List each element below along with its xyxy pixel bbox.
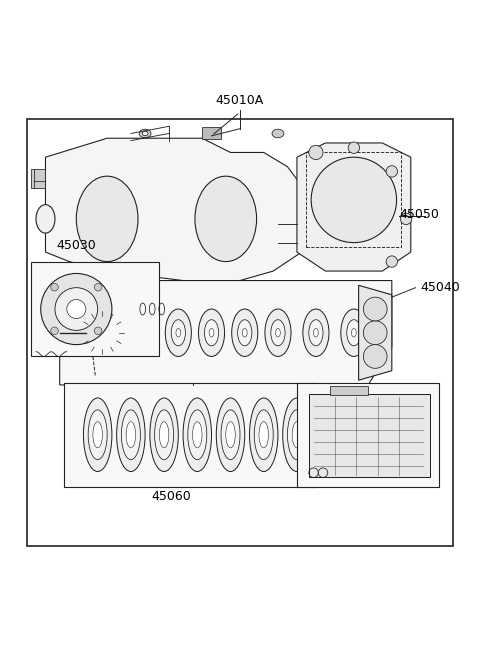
Ellipse shape (265, 309, 291, 356)
Circle shape (386, 256, 397, 267)
Ellipse shape (139, 129, 151, 138)
Ellipse shape (283, 398, 311, 472)
Ellipse shape (76, 176, 138, 262)
Ellipse shape (150, 398, 179, 472)
Text: 45040: 45040 (420, 281, 460, 294)
Circle shape (51, 283, 58, 291)
Circle shape (41, 274, 112, 344)
Bar (31, 262, 159, 356)
Text: 45050: 45050 (399, 208, 439, 220)
Bar (304, 425, 313, 444)
Ellipse shape (204, 319, 219, 346)
Circle shape (400, 213, 412, 224)
Ellipse shape (126, 422, 136, 448)
Text: 45030: 45030 (57, 239, 96, 252)
Ellipse shape (93, 422, 102, 448)
Bar (202, 127, 221, 139)
Circle shape (309, 146, 323, 159)
Polygon shape (297, 143, 411, 271)
Bar (306, 152, 401, 247)
Ellipse shape (271, 319, 285, 346)
Ellipse shape (192, 422, 202, 448)
Bar (64, 382, 316, 487)
Ellipse shape (199, 309, 225, 356)
Ellipse shape (121, 410, 140, 460)
Polygon shape (359, 285, 392, 380)
Bar (31, 169, 46, 188)
Ellipse shape (195, 176, 257, 262)
Circle shape (55, 288, 97, 331)
Ellipse shape (176, 329, 180, 337)
Circle shape (386, 166, 397, 177)
Ellipse shape (171, 319, 185, 346)
Circle shape (363, 297, 387, 321)
Circle shape (67, 300, 86, 319)
Ellipse shape (276, 329, 280, 337)
Ellipse shape (242, 329, 247, 337)
Ellipse shape (216, 398, 245, 472)
Ellipse shape (292, 422, 301, 448)
Text: 45060: 45060 (151, 490, 191, 503)
Circle shape (95, 283, 102, 291)
Ellipse shape (347, 319, 361, 346)
Ellipse shape (309, 319, 323, 346)
Ellipse shape (259, 422, 268, 448)
Ellipse shape (226, 422, 235, 448)
Bar (309, 394, 430, 478)
Ellipse shape (84, 398, 112, 472)
Ellipse shape (159, 422, 169, 448)
Ellipse shape (183, 398, 212, 472)
Ellipse shape (132, 309, 158, 356)
Ellipse shape (288, 410, 306, 460)
Ellipse shape (221, 410, 240, 460)
Ellipse shape (351, 329, 356, 337)
Circle shape (95, 327, 102, 335)
Ellipse shape (142, 131, 148, 136)
Ellipse shape (88, 410, 107, 460)
Ellipse shape (272, 129, 284, 138)
Text: 45010A: 45010A (216, 94, 264, 108)
Ellipse shape (138, 319, 152, 346)
Ellipse shape (143, 329, 147, 337)
Ellipse shape (254, 410, 273, 460)
Circle shape (348, 142, 360, 154)
Ellipse shape (209, 329, 214, 337)
Circle shape (51, 327, 58, 335)
Ellipse shape (117, 398, 145, 472)
Ellipse shape (232, 309, 258, 356)
Polygon shape (60, 281, 392, 385)
Circle shape (84, 314, 121, 352)
Ellipse shape (165, 309, 192, 356)
Ellipse shape (155, 410, 174, 460)
Ellipse shape (313, 329, 318, 337)
Circle shape (96, 325, 109, 340)
Ellipse shape (250, 398, 278, 472)
Polygon shape (46, 138, 301, 281)
Ellipse shape (238, 319, 252, 346)
Bar (297, 382, 439, 487)
Ellipse shape (36, 205, 55, 233)
Ellipse shape (341, 309, 367, 356)
Bar (330, 386, 368, 396)
Circle shape (311, 157, 396, 243)
Ellipse shape (303, 309, 329, 356)
Ellipse shape (188, 410, 207, 460)
Circle shape (363, 344, 387, 368)
Circle shape (363, 321, 387, 344)
